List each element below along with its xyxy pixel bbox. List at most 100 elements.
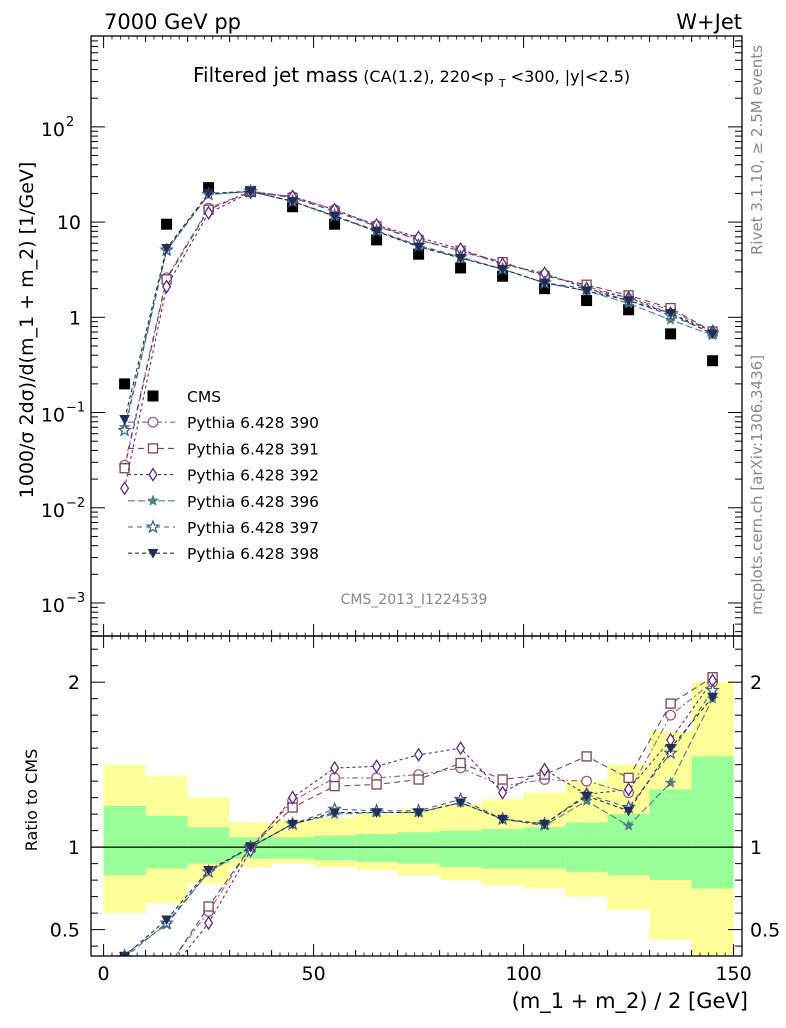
ratio-y-label-r-2: 2 <box>750 672 762 694</box>
series-6-point-4 <box>287 197 299 207</box>
legend-marker-2 <box>147 443 159 454</box>
legend-marker-3 <box>148 467 158 482</box>
legend-entry-2: Pythia 6.428 391 <box>128 440 319 458</box>
series-line-5 <box>124 190 713 431</box>
ratio-series-6-point-10 <box>539 819 551 830</box>
x-ticks: 0 50 100 150 <box>98 36 752 985</box>
inner-band-7 <box>397 832 440 864</box>
legend-label-5: Pythia 6.428 397 <box>187 519 319 537</box>
series-6-point-1 <box>161 244 173 254</box>
legend-marker-0 <box>147 390 159 402</box>
legend-label-0: CMS <box>187 388 221 406</box>
ratio-series-3-point-4 <box>288 790 298 805</box>
inner-band-6 <box>355 833 398 862</box>
title-sub-prefix: (CA(1.2), 220<p <box>363 67 494 86</box>
main-y-label-exp-2: −1 <box>66 401 85 416</box>
header-right: W+Jet <box>676 10 742 34</box>
series-6-point-13 <box>665 309 677 319</box>
ratio-series-3-point-6 <box>372 759 382 774</box>
inner-band-10 <box>523 827 566 869</box>
x-tick-label-50: 50 <box>302 963 326 985</box>
series-0-point-7 <box>413 248 425 260</box>
series-5-point-0 <box>117 422 132 437</box>
series-2-point-0 <box>119 463 130 474</box>
ratio-series-2-point-5 <box>329 780 340 792</box>
ratio-ylabel: Ratio to CMS <box>22 749 41 851</box>
ratio-series-6 <box>119 692 719 956</box>
legend-label-1: Pythia 6.428 390 <box>187 414 319 432</box>
ratio-series-1-point-13 <box>665 709 677 721</box>
series-0-point-11 <box>581 295 593 307</box>
analysis-label: CMS_2013_I1224539 <box>341 592 488 608</box>
series-0-point-9 <box>497 270 509 282</box>
series-6-point-12 <box>623 296 635 307</box>
legend-marker-5 <box>145 519 161 534</box>
x-tick-label-150: 150 <box>715 963 751 985</box>
ratio-frame <box>90 635 743 957</box>
ratio-series-3-point-10 <box>540 762 550 777</box>
ratio-series-6-point-3 <box>245 842 257 853</box>
side-label-top: Rivet 3.1.10, ≥ 2.5M events <box>748 45 766 255</box>
ratio-series-6-point-13 <box>665 743 677 754</box>
ratio-series-2-point-0 <box>120 986 129 995</box>
legend-marker-1 <box>147 416 159 428</box>
title-main: Filtered jet mass <box>193 63 358 87</box>
main-y-label-4: 10 <box>57 212 81 234</box>
main-y-label-3: 1 <box>69 307 81 329</box>
series-6 <box>119 187 719 425</box>
series-0-point-5 <box>329 218 341 230</box>
series-6-point-5 <box>329 212 341 222</box>
x-tick-label-100: 100 <box>505 963 541 985</box>
ratio-series-3-point-12 <box>624 782 634 797</box>
legend-entry-4: Pythia 6.428 396 <box>128 493 319 511</box>
series-6-point-14 <box>707 329 719 340</box>
chart-title: Filtered jet mass (CA(1.2), 220<p T <300… <box>193 63 630 91</box>
ratio-series-6-point-6 <box>371 808 383 819</box>
series-6-point-3 <box>245 187 257 197</box>
ratio-plot: 0 50 100 150 0.5 0.5 1 1 2 2 <box>50 36 780 995</box>
series-0-point-8 <box>455 262 467 274</box>
ratio-series-2-point-8 <box>455 757 466 769</box>
header-left: 7000 GeV pp <box>104 10 241 34</box>
ratio-series-1-point-11 <box>581 775 593 787</box>
main-y-label-0: 10 <box>41 595 65 617</box>
ratio-y-label-r-1: 1 <box>750 837 762 859</box>
series-6-point-0 <box>119 415 131 425</box>
ratio-y-label-l-0: 0.5 <box>50 920 80 942</box>
ratio-series-6-point-9 <box>497 814 509 825</box>
series-0-point-14 <box>707 355 719 367</box>
title-sub-subscript: T <box>498 77 506 90</box>
inner-band-2 <box>187 827 230 864</box>
legend-entry-3: Pythia 6.428 392 <box>128 467 319 485</box>
ratio-series-2-point-12 <box>623 772 634 784</box>
main-series <box>117 182 720 496</box>
main-y-label-1: 10 <box>41 500 65 522</box>
main-y-label-exp-5: 2 <box>66 115 74 130</box>
series-0-point-10 <box>539 283 551 295</box>
legend-label-6: Pythia 6.428 398 <box>187 545 319 563</box>
ratio-series-3-point-5 <box>330 760 340 776</box>
ratio-y-label-l-1: 1 <box>68 837 80 859</box>
series-0-point-13 <box>665 328 677 340</box>
ratio-series-4-point-13 <box>664 776 677 789</box>
ratio-y-ticks: 0.5 0.5 1 1 2 2 <box>50 648 780 947</box>
ratio-series-3-point-2 <box>204 915 214 931</box>
legend-marker-6 <box>147 548 159 559</box>
main-y-label-exp-1: −2 <box>66 496 85 511</box>
ratio-series-2-point-7 <box>413 774 424 785</box>
ratio-series-4-point-12 <box>622 819 635 831</box>
ratio-series-6-point-8 <box>455 798 467 809</box>
ratio-series-1-point-1 <box>162 963 172 973</box>
ratio-y-label-l-2: 2 <box>68 672 80 694</box>
legend: CMS Pythia 6.428 390 Pythia 6.428 391 Pythi… <box>128 388 319 563</box>
series-6-point-9 <box>497 264 509 275</box>
series-3-point-0 <box>120 481 130 496</box>
series-6-point-2 <box>203 189 215 199</box>
side-label-bottom: mcplots.cern.ch [arXiv:1306.3436] <box>748 355 766 615</box>
legend-label-4: Pythia 6.428 396 <box>187 493 319 511</box>
inner-band-4 <box>271 837 314 859</box>
legend-marker-4 <box>146 494 160 506</box>
